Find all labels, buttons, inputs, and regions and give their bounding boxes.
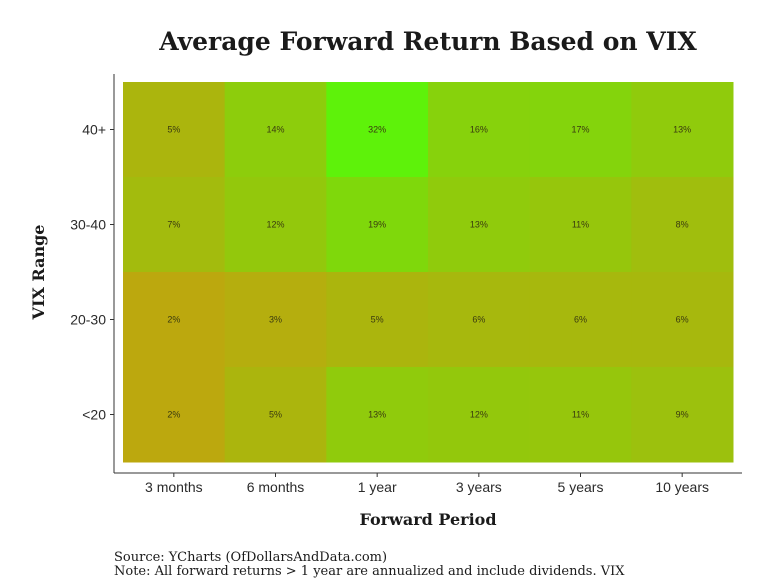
- heatmap-cell: [224, 82, 327, 178]
- x-tick-label: 3 years: [456, 479, 502, 495]
- heatmap-cell: [631, 177, 734, 273]
- heatmap-cell: [529, 272, 632, 368]
- heatmap-cell: [224, 177, 327, 273]
- cell-value-label: 12%: [470, 410, 488, 420]
- cell-value-label: 32%: [368, 125, 386, 135]
- x-tick-label: 6 months: [247, 479, 305, 495]
- cell-value-label: 12%: [266, 220, 284, 230]
- cell-value-label: 2%: [167, 315, 180, 325]
- cell-value-label: 8%: [676, 220, 689, 230]
- heatmap-cell: [123, 82, 226, 178]
- x-tick-label: 3 months: [145, 479, 203, 495]
- heatmap-cell: [631, 272, 734, 368]
- cell-value-label: 3%: [269, 315, 282, 325]
- heatmap-cells: [123, 82, 734, 463]
- heatmap-cell: [123, 272, 226, 368]
- cell-value-label: 7%: [167, 220, 180, 230]
- heatmap-cell: [529, 367, 632, 463]
- heatmap-cell-labels: 5% 14% 32% 16% 17% 13% 7% 12% 19% 13% 11% 8% 2% 3% 5% 6…: [167, 125, 691, 420]
- heatmap-cell: [428, 367, 531, 463]
- methodology-note: Note: All forward returns > 1 year are a…: [114, 564, 625, 579]
- x-tick-label: 5 years: [558, 479, 604, 495]
- heatmap-cell: [529, 177, 632, 273]
- chart-footer: Source: YCharts (OfDollarsAndData.com) N…: [114, 551, 625, 579]
- heatmap-cell: [631, 82, 734, 178]
- heatmap-cell: [631, 367, 734, 463]
- y-tick-label: 20-30: [70, 312, 106, 328]
- cell-value-label: 13%: [470, 220, 488, 230]
- cell-value-label: 6%: [676, 315, 689, 325]
- cell-value-label: 6%: [472, 315, 485, 325]
- y-tick-label: 40+: [82, 122, 106, 138]
- chart-title: Average Forward Return Based on VIX: [158, 27, 697, 56]
- heatmap-cell: [428, 272, 531, 368]
- cell-value-label: 5%: [167, 125, 180, 135]
- heatmap-cell: [326, 177, 429, 273]
- heatmap-cell: [123, 367, 226, 463]
- cell-value-label: 14%: [266, 125, 284, 135]
- heatmap-cell: [224, 367, 327, 463]
- heatmap-cell: [123, 177, 226, 273]
- cell-value-label: 13%: [673, 125, 691, 135]
- cell-value-label: 17%: [571, 125, 589, 135]
- cell-value-label: 13%: [368, 410, 386, 420]
- cell-value-label: 5%: [371, 315, 384, 325]
- x-axis-title: Forward Period: [359, 510, 496, 529]
- y-axis-ticks: 40+ 30-40 20-30 <20: [70, 122, 114, 423]
- cell-value-label: 19%: [368, 220, 386, 230]
- heatmap-cell: [529, 82, 632, 178]
- y-axis-title: VIX Range: [29, 225, 48, 321]
- heatmap-cell: [428, 82, 531, 178]
- cell-value-label: 11%: [572, 410, 589, 420]
- heatmap-cell: [326, 367, 429, 463]
- heatmap-cell: [428, 177, 531, 273]
- heatmap-cell: [224, 272, 327, 368]
- heatmap-cell: [326, 272, 429, 368]
- x-axis-ticks: 3 months 6 months 1 year 3 years 5 years 10 y…: [145, 473, 709, 495]
- x-tick-label: 1 year: [358, 479, 397, 495]
- y-tick-label: 30-40: [70, 217, 106, 233]
- heatmap-cell: [326, 82, 429, 178]
- cell-value-label: 16%: [470, 125, 488, 135]
- y-tick-label: <20: [82, 407, 106, 423]
- cell-value-label: 2%: [167, 410, 180, 420]
- cell-value-label: 11%: [572, 220, 589, 230]
- cell-value-label: 5%: [269, 410, 282, 420]
- cell-value-label: 9%: [676, 410, 689, 420]
- cell-value-label: 6%: [574, 315, 587, 325]
- x-tick-label: 10 years: [655, 479, 709, 495]
- source-note: Source: YCharts (OfDollarsAndData.com): [114, 550, 388, 565]
